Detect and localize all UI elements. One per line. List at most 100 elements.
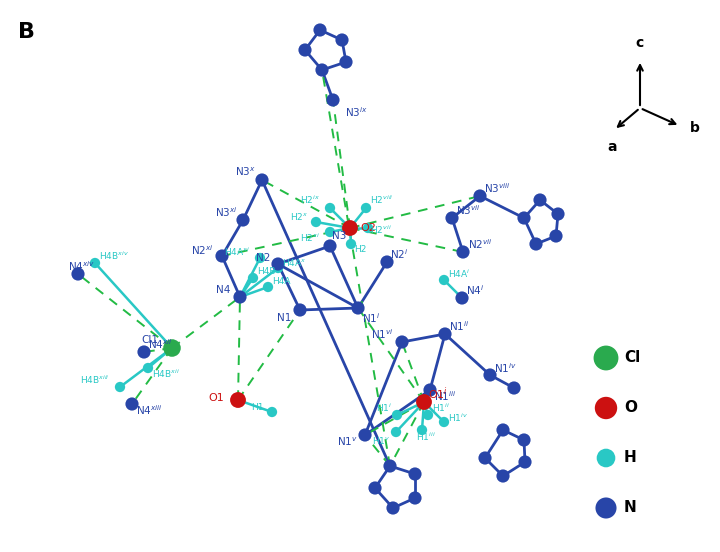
Point — [272, 259, 284, 268]
Text: H4B$^{xii}$: H4B$^{xii}$ — [152, 368, 180, 380]
Point — [346, 240, 357, 248]
Point — [138, 348, 150, 357]
Point — [600, 404, 612, 412]
Text: H1: H1 — [251, 402, 264, 411]
Text: N4$^{xiii}$: N4$^{xiii}$ — [136, 403, 163, 417]
Point — [300, 46, 311, 55]
Text: O: O — [624, 401, 637, 416]
Text: H4A$^{x}$: H4A$^{x}$ — [282, 257, 307, 268]
Point — [498, 471, 509, 480]
Point — [518, 214, 530, 222]
Point — [439, 330, 451, 338]
Text: B: B — [18, 22, 35, 42]
Point — [233, 396, 244, 405]
Point — [409, 493, 420, 502]
Text: H4B$^{xiv}$: H4B$^{xiv}$ — [99, 250, 129, 262]
Text: N1$^{i}$: N1$^{i}$ — [362, 311, 380, 325]
Point — [272, 264, 284, 273]
Text: H1$^{iv}$: H1$^{iv}$ — [448, 412, 468, 424]
Text: H2$^{xi}$: H2$^{xi}$ — [300, 232, 320, 244]
Text: N3$^{viii}$: N3$^{viii}$ — [484, 181, 510, 195]
Text: H4A: H4A — [272, 277, 290, 285]
Text: H4B$^{xiii}$: H4B$^{xiii}$ — [81, 374, 110, 386]
Point — [600, 454, 612, 463]
Point — [369, 484, 381, 492]
Text: N1$^{vi}$: N1$^{vi}$ — [372, 327, 394, 341]
Text: N3$^{vii}$: N3$^{vii}$ — [456, 203, 481, 217]
Point — [294, 306, 306, 315]
Point — [416, 426, 428, 434]
Point — [352, 304, 364, 312]
Text: N3$^{ix}$: N3$^{ix}$ — [345, 105, 368, 119]
Point — [456, 294, 468, 302]
Point — [446, 214, 458, 222]
Text: Cl1: Cl1 — [141, 335, 158, 345]
Point — [457, 248, 469, 257]
Point — [498, 426, 509, 434]
Point — [238, 216, 249, 225]
Point — [600, 503, 612, 512]
Point — [422, 411, 433, 420]
Text: H4B: H4B — [257, 268, 276, 277]
Point — [247, 274, 258, 283]
Point — [310, 217, 322, 226]
Point — [480, 454, 491, 463]
Text: N4$^{xii}$: N4$^{xii}$ — [148, 337, 173, 351]
Point — [216, 252, 228, 261]
Point — [324, 227, 336, 236]
Text: H2$^{viii}$: H2$^{viii}$ — [370, 194, 394, 206]
Point — [324, 204, 336, 213]
Text: H1$^{iii}$: H1$^{iii}$ — [416, 431, 436, 443]
Text: N3: N3 — [332, 231, 346, 241]
Text: O1$^{i}$: O1$^{i}$ — [428, 386, 448, 402]
Point — [316, 66, 328, 75]
Point — [359, 431, 371, 439]
Text: N4: N4 — [215, 285, 230, 295]
Point — [114, 383, 126, 391]
Text: H2$^{ix}$: H2$^{ix}$ — [300, 194, 320, 206]
Point — [344, 224, 356, 232]
Point — [518, 436, 530, 444]
Text: N2$^{vii}$: N2$^{vii}$ — [468, 237, 492, 251]
Text: O2: O2 — [360, 223, 376, 233]
Text: b: b — [690, 121, 700, 135]
Text: N1$^{v}$: N1$^{v}$ — [337, 436, 358, 448]
Text: N2$^{i}$: N2$^{i}$ — [390, 247, 408, 261]
Text: Cl: Cl — [624, 351, 640, 365]
Point — [390, 428, 402, 437]
Text: N1$^{iii}$: N1$^{iii}$ — [434, 389, 456, 403]
Text: N4$^{xiv}$: N4$^{xiv}$ — [68, 259, 95, 273]
Text: a: a — [607, 140, 617, 154]
Point — [234, 293, 246, 301]
Point — [72, 269, 84, 278]
Text: N: N — [624, 501, 636, 516]
Text: N3$^{xi}$: N3$^{xi}$ — [215, 205, 238, 219]
Text: H: H — [624, 450, 636, 465]
Point — [256, 176, 268, 184]
Point — [387, 503, 399, 512]
Point — [336, 35, 348, 44]
Point — [424, 386, 436, 395]
Text: N1$^{iv}$: N1$^{iv}$ — [494, 361, 517, 375]
Point — [438, 417, 450, 426]
Point — [396, 338, 408, 347]
Point — [418, 397, 430, 406]
Text: H4A$^{xi}$: H4A$^{xi}$ — [224, 246, 250, 258]
Point — [409, 470, 420, 479]
Text: H2: H2 — [354, 246, 366, 254]
Text: N2$^{xi}$: N2$^{xi}$ — [192, 243, 214, 257]
Point — [508, 384, 520, 392]
Point — [126, 400, 138, 408]
Point — [89, 258, 101, 267]
Point — [384, 461, 396, 470]
Point — [266, 407, 278, 416]
Point — [324, 242, 336, 251]
Point — [552, 210, 564, 219]
Text: N3$^{x}$: N3$^{x}$ — [235, 166, 256, 178]
Point — [143, 364, 154, 373]
Text: H1$^{ii}$: H1$^{ii}$ — [432, 402, 450, 414]
Text: H1$^{i}$: H1$^{i}$ — [376, 402, 392, 414]
Point — [262, 283, 274, 291]
Point — [341, 57, 352, 66]
Point — [474, 192, 486, 200]
